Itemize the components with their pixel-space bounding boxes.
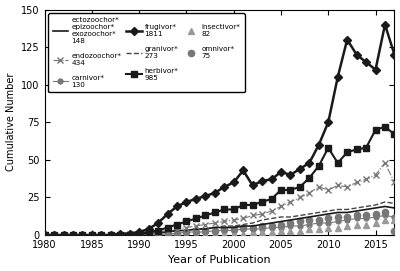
X-axis label: Year of Publication: Year of Publication	[168, 256, 271, 265]
Y-axis label: Cumulative Number: Cumulative Number	[6, 73, 16, 172]
Legend: ectozoochor*
epizoochor*
exozoochor*
148, endozoochor*
434, carnivor*
130, frugi: ectozoochor* epizoochor* exozoochor* 148…	[48, 13, 245, 92]
